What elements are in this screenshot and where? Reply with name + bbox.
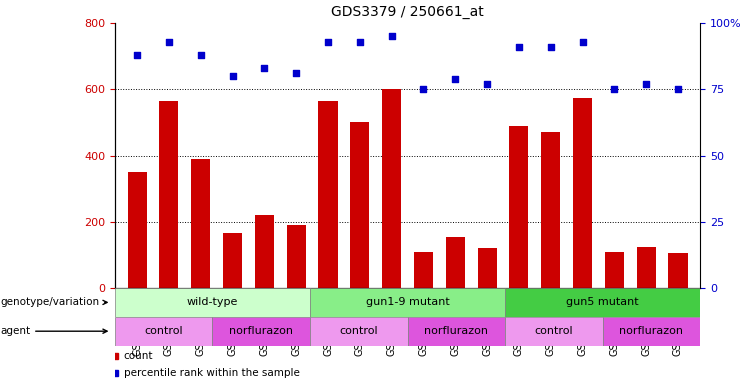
Point [449, 76, 461, 82]
Bar [382, 89, 401, 288]
Bar [159, 101, 179, 288]
Bar [573, 98, 592, 288]
Bar [223, 233, 242, 288]
Point [227, 73, 239, 79]
Bar [319, 101, 338, 288]
Point [131, 52, 143, 58]
Bar [668, 253, 688, 288]
Bar [310, 288, 505, 317]
Title: GDS3379 / 250661_at: GDS3379 / 250661_at [331, 5, 484, 19]
Bar [605, 252, 624, 288]
Bar [505, 288, 700, 317]
Point [259, 65, 270, 71]
Point [354, 38, 366, 45]
Point [386, 33, 398, 40]
Text: gun5 mutant: gun5 mutant [566, 297, 639, 308]
Bar [414, 252, 433, 288]
Text: wild-type: wild-type [187, 297, 238, 308]
Point [513, 44, 525, 50]
Bar [127, 172, 147, 288]
Bar [446, 237, 465, 288]
Text: control: control [534, 326, 574, 336]
Text: norflurazon: norflurazon [619, 326, 683, 336]
Text: control: control [339, 326, 378, 336]
Point [545, 44, 556, 50]
Point [672, 86, 684, 92]
Bar [509, 126, 528, 288]
Bar [602, 317, 700, 346]
Bar [213, 317, 310, 346]
Point [417, 86, 429, 92]
Text: agent: agent [0, 326, 107, 336]
Text: norflurazon: norflurazon [425, 326, 488, 336]
Text: norflurazon: norflurazon [229, 326, 293, 336]
Bar [408, 317, 505, 346]
Point [576, 38, 588, 45]
Point [481, 81, 493, 87]
Text: genotype/variation: genotype/variation [0, 297, 107, 308]
Bar [541, 132, 560, 288]
Text: control: control [144, 326, 183, 336]
Bar [115, 317, 213, 346]
Bar [310, 317, 408, 346]
Text: count: count [124, 351, 153, 361]
Bar [505, 317, 602, 346]
Point [163, 38, 175, 45]
Point [290, 70, 302, 76]
Point [322, 38, 334, 45]
Bar [477, 248, 496, 288]
Bar [350, 122, 369, 288]
Bar [255, 215, 274, 288]
Bar [637, 247, 656, 288]
Bar [287, 225, 306, 288]
Bar [115, 288, 310, 317]
Point [195, 52, 207, 58]
Text: gun1-9 mutant: gun1-9 mutant [365, 297, 450, 308]
Bar [191, 159, 210, 288]
Text: percentile rank within the sample: percentile rank within the sample [124, 368, 299, 378]
Point [608, 86, 620, 92]
Point [640, 81, 652, 87]
